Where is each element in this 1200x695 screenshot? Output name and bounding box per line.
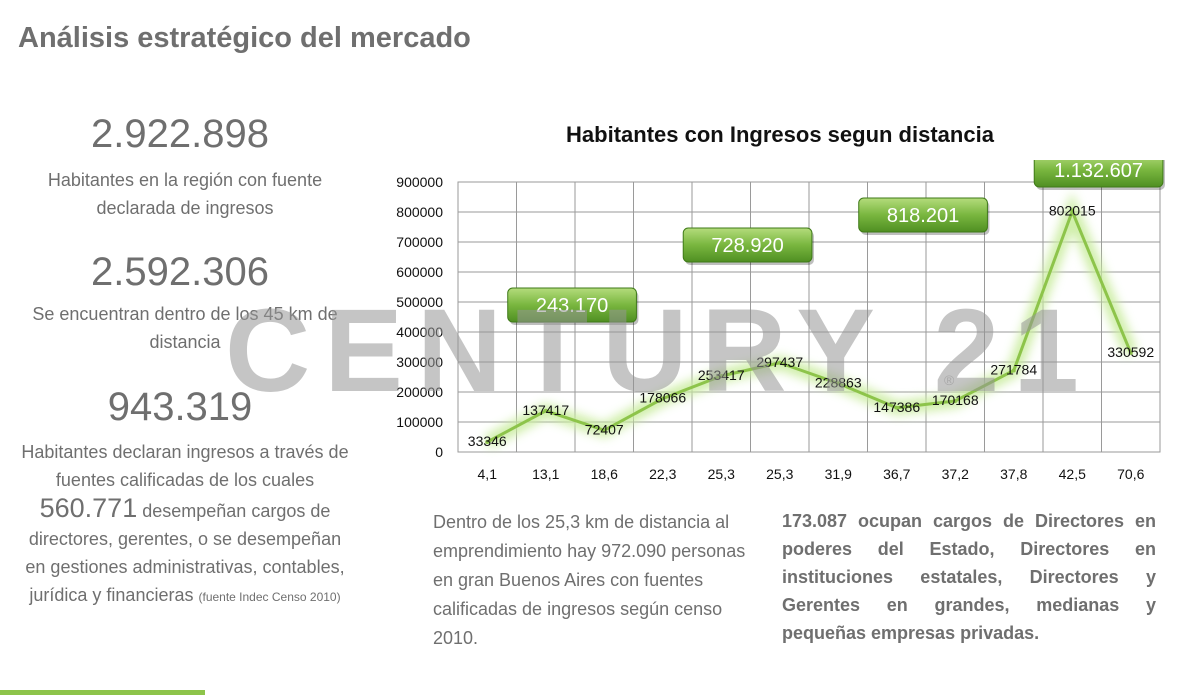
- stat-qualified-highlight: 560.771: [39, 493, 138, 523]
- data-point: [777, 360, 782, 365]
- data-point: [543, 408, 548, 413]
- page-title: Análisis estratégico del mercado: [18, 22, 471, 54]
- x-tick-label: 37,8: [1000, 466, 1027, 482]
- y-tick-label: 700000: [396, 234, 443, 250]
- y-tick-label: 500000: [396, 294, 443, 310]
- x-tick-label: 36,7: [883, 466, 910, 482]
- data-point: [660, 396, 665, 401]
- x-tick-label: 42,5: [1059, 466, 1086, 482]
- callout-badge: [858, 197, 988, 233]
- paragraph-left: Dentro de los 25,3 km de distancia al em…: [433, 512, 746, 648]
- stat-total-text: Habitantes en la región con fuente decla…: [47, 170, 323, 218]
- callout-label: 1.132.607: [1054, 160, 1143, 182]
- paragraph-right: 173.087 ocupan cargos de Directores en p…: [782, 511, 1156, 643]
- x-tick-label: 22,3: [649, 466, 676, 482]
- x-tick-label: 13,1: [532, 466, 559, 482]
- data-point: [602, 428, 607, 433]
- y-tick-label: 900000: [396, 174, 443, 190]
- stat-qualified-text-after: desempeñan cargos de directores, gerente…: [25, 501, 345, 605]
- x-tick-label: 4,1: [478, 466, 498, 482]
- callout-label: 818.201: [887, 205, 959, 227]
- callout-label: 728.920: [711, 235, 783, 257]
- x-tick-label: 31,9: [825, 466, 852, 482]
- data-point: [1011, 368, 1016, 373]
- data-label: 330592: [1107, 344, 1154, 360]
- data-point: [894, 405, 899, 410]
- data-label: 802015: [1049, 202, 1096, 218]
- y-tick-label: 200000: [396, 384, 443, 400]
- y-tick-label: 300000: [396, 354, 443, 370]
- data-label: 33346: [468, 433, 507, 449]
- data-label: 178066: [639, 390, 686, 406]
- bottom-accent-bar: [0, 690, 205, 695]
- data-label: 297437: [756, 354, 803, 370]
- data-label: 137417: [522, 402, 569, 418]
- stat-distance-text: Se encuentran dentro de los 45 km de dis…: [32, 304, 338, 352]
- data-point: [719, 373, 724, 378]
- watermark-registered-mark: ®: [944, 372, 955, 388]
- x-tick-label: 37,2: [942, 466, 969, 482]
- stat-qualified-text-before: Habitantes declaran ingresos a través de…: [21, 442, 349, 490]
- line-chart: 0 100000 200000 300000 400000 500000 600000 700…: [396, 160, 1165, 482]
- stat-total-value: 2.922.898: [91, 112, 269, 156]
- data-point: [953, 398, 958, 403]
- data-label: 147386: [873, 399, 920, 415]
- x-tick-label: 25,3: [708, 466, 735, 482]
- watermark: CENTURY 21: [225, 285, 1093, 417]
- callout-label: 243.170: [536, 295, 608, 317]
- data-label: 72407: [585, 421, 624, 437]
- data-point: [1070, 209, 1075, 214]
- x-tick-label: 25,3: [766, 466, 793, 482]
- y-tick-label: 400000: [396, 324, 443, 340]
- stat-distance-value: 2.592.306: [91, 250, 269, 294]
- data-point: [485, 439, 490, 444]
- data-label: 228863: [815, 374, 862, 390]
- y-tick-label: 800000: [396, 204, 443, 220]
- stat-qualified-value: 943.319: [107, 385, 253, 429]
- data-label: 253417: [698, 367, 745, 383]
- callout-badge: [1033, 160, 1164, 188]
- callout-badge: [682, 227, 813, 263]
- data-label: 271784: [990, 361, 1037, 377]
- x-tick-label: 70,6: [1117, 466, 1144, 482]
- stat-qualified-text: Habitantes declaran ingresos a través de…: [20, 438, 350, 611]
- series-line: [486, 207, 1133, 444]
- x-tick-label: 18,6: [591, 466, 618, 482]
- data-label: 170168: [932, 392, 979, 408]
- data-point: [1128, 350, 1133, 355]
- y-tick-label: 600000: [396, 264, 443, 280]
- data-point: [836, 381, 841, 386]
- y-tick-label: 100000: [396, 414, 443, 430]
- callout-badge: [507, 287, 637, 323]
- chart-title: Habitantes con Ingresos segun distancia: [566, 122, 994, 147]
- y-tick-label: 0: [435, 444, 443, 460]
- stat-qualified-source: (fuente Indec Censo 2010): [198, 590, 341, 604]
